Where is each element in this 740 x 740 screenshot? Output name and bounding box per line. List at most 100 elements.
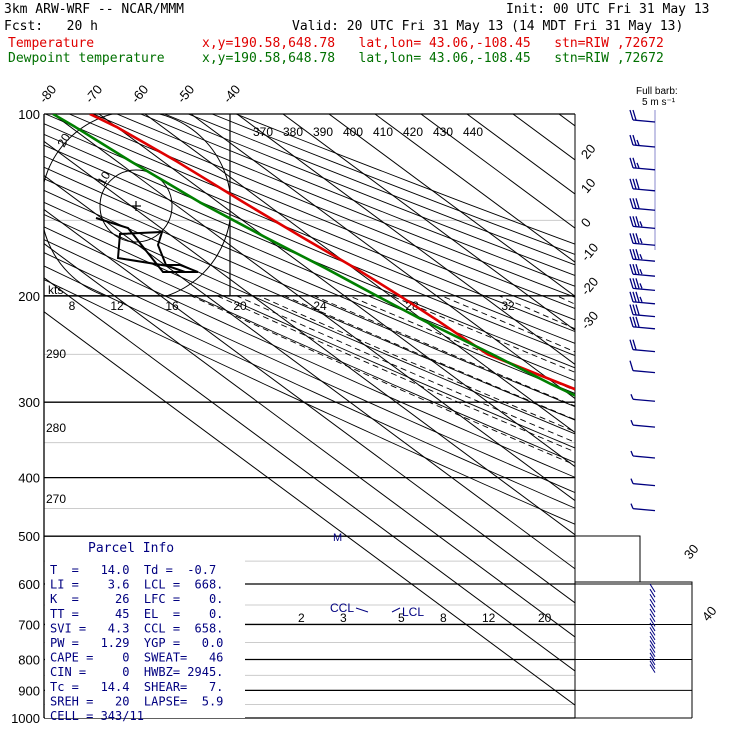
isotherm: [605, 114, 740, 718]
moist-adiabat: [556, 295, 575, 305]
wind-barb: [629, 109, 656, 123]
dewpoint-location: x,y=190.58,648.78 lat,lon= 43.06,-108.45…: [202, 51, 664, 66]
parcel-info-title: Parcel Info: [88, 541, 174, 556]
wind-barb: [649, 599, 656, 608]
wind-barb: [649, 640, 656, 649]
wind-barb: [630, 450, 656, 459]
wind-barb: [649, 652, 656, 662]
dry-adiabat: [44, 155, 575, 381]
moist-adiabat: [284, 295, 575, 421]
dry-adiabat: [44, 252, 575, 494]
pressure-tick-label: 300: [18, 395, 40, 410]
mixing-ratio-label: 8: [440, 611, 447, 625]
speed-axis-label: 20: [233, 299, 247, 313]
dewpoint-legend: Dewpoint temperature: [8, 51, 165, 66]
hodograph-rings: [44, 114, 230, 296]
isotherm-tick-label: -40: [220, 82, 244, 106]
isotherm-tick-label: 40: [699, 603, 720, 624]
parcel-info-row: TT = 45 EL = 0.: [50, 607, 223, 621]
speed-axis-label: 8: [69, 299, 76, 313]
isotherm-tick-label: 30: [681, 541, 702, 562]
wind-barb: [629, 316, 656, 330]
pressure-tick-label: 1000: [11, 711, 40, 726]
model-title: 3km ARW-WRF -- NCAR/MMM: [4, 2, 185, 17]
lcl-marker: LCL: [402, 605, 424, 619]
wind-barb: [649, 656, 656, 666]
hodograph-trace: [95, 217, 199, 273]
wind-barb: [630, 394, 656, 402]
wind-barb: [649, 635, 656, 645]
theta-label: 430: [433, 125, 453, 139]
temperature-location: x,y=190.58,648.78 lat,lon= 43.06,-108.45…: [202, 36, 664, 51]
isotherm: [44, 140, 575, 536]
wind-barb: [629, 178, 656, 192]
wind-barb: [629, 263, 656, 277]
isotherm: [558, 114, 575, 127]
isotherm-tick-label: -10: [578, 240, 602, 264]
parcel-info-row: K = 26 LFC = 0.: [50, 592, 223, 606]
isotherm: [236, 114, 575, 365]
isotherm-tick-label: 10: [578, 175, 599, 196]
speed-axis-label: 32: [501, 299, 515, 313]
isotherm-tick-label: -70: [82, 82, 106, 106]
parcel-info-row: CIN = 0 HWBZ= 2945.: [50, 665, 223, 679]
parcel-info-row: SVI = 4.3 CCL = 658.: [50, 621, 223, 635]
wind-barb: [649, 644, 656, 653]
isotherm-tick-label: -50: [174, 82, 198, 106]
isotherm-tick-label: -60: [128, 82, 152, 106]
isotherm: [512, 114, 575, 161]
isotherm: [190, 114, 575, 400]
theta-label: 290: [46, 347, 66, 361]
theta-label: 420: [403, 125, 423, 139]
wind-barb: [629, 360, 656, 374]
wind-barb: [629, 339, 656, 353]
mixing-ratio-label: 2: [298, 611, 305, 625]
pressure-tick-label: 900: [18, 683, 40, 698]
isotherm-tick-label: 20: [578, 141, 599, 162]
wind-barb: [649, 618, 656, 627]
hodograph-ring: [99, 169, 173, 243]
moist-adiabat: [391, 295, 575, 373]
parcel-info-row: LI = 3.6 LCL = 668.: [50, 578, 223, 592]
wind-barb: [630, 419, 656, 428]
pressure-tick-label: 400: [18, 471, 40, 486]
moist-adiabat: [441, 295, 575, 353]
m-marker: M: [333, 532, 342, 544]
isotherm: [44, 311, 575, 706]
moist-adiabat: [190, 295, 575, 466]
wind-barb: [649, 627, 656, 636]
dry-adiabat: [44, 166, 575, 394]
isotherm: [466, 114, 575, 195]
wind-barb: [649, 594, 656, 603]
isotherm-tick-label: -30: [578, 308, 602, 332]
speed-axis-label: 16: [165, 299, 179, 313]
dewpoint-profile: [52, 114, 575, 397]
wind-barb: [629, 291, 656, 305]
theta-label: 400: [343, 125, 363, 139]
dry-adiabat: [164, 114, 575, 276]
moist-adiabat: [313, 295, 575, 407]
isotherm: [328, 114, 575, 297]
valid-time: Valid: 20 UTC Fri 31 May 13 (14 MDT Fri …: [292, 19, 684, 34]
dry-adiabat: [44, 279, 575, 525]
wind-barb: [649, 613, 656, 622]
dry-adiabat: [188, 114, 575, 266]
theta-label: 410: [373, 125, 393, 139]
dry-adiabat: [44, 239, 575, 478]
pressure-tick-label: 800: [18, 652, 40, 667]
moist-adiabat: [236, 295, 575, 443]
isotherm: [282, 114, 575, 331]
wind-barb: [649, 664, 656, 673]
wind-barb: [630, 478, 656, 487]
wind-barb: [649, 622, 656, 632]
dry-adiabat: [211, 114, 575, 255]
mixing-ratio-label: 12: [482, 611, 496, 625]
wind-barb: [649, 583, 656, 593]
pressure-tick-label: 200: [18, 289, 40, 304]
moist-adiabat: [348, 295, 575, 391]
wind-barb: [649, 603, 656, 613]
init-time: Init: 00 UTC Fri 31 May 13: [506, 2, 710, 17]
wind-barb: [629, 216, 656, 230]
theta-label: 380: [283, 125, 303, 139]
